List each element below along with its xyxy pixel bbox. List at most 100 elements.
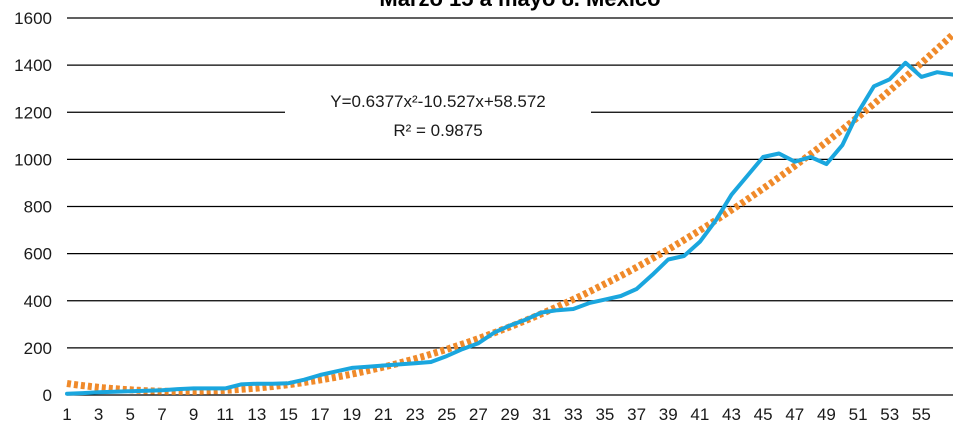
- data-point: [271, 382, 274, 385]
- x-tick-label: 27: [469, 405, 488, 424]
- data-point: [208, 387, 211, 390]
- data-point: [113, 390, 116, 393]
- y-tick-label: 1000: [14, 150, 52, 169]
- x-tick-label: 29: [501, 405, 520, 424]
- data-point: [619, 295, 622, 298]
- data-point: [350, 366, 353, 369]
- x-tick-label: 25: [437, 405, 456, 424]
- data-point: [160, 389, 163, 392]
- data-point: [920, 75, 923, 78]
- data-point: [493, 331, 496, 334]
- data-point: [145, 389, 148, 392]
- x-tick-label: 43: [722, 405, 741, 424]
- data-point: [429, 361, 432, 364]
- equation-label-background: [285, 80, 591, 156]
- data-point: [698, 240, 701, 243]
- y-axis-tick-labels: 0 200 400 600 800 1000 1200 1400 1600: [14, 9, 52, 405]
- x-tick-label: 13: [247, 405, 266, 424]
- x-tick-label: 1: [62, 405, 71, 424]
- x-tick-label: 41: [690, 405, 709, 424]
- data-point: [635, 287, 638, 290]
- data-point: [746, 174, 749, 177]
- data-point: [334, 370, 337, 373]
- series-lines: [65, 31, 953, 396]
- data-point: [730, 193, 733, 196]
- data-point: [572, 307, 575, 310]
- data-point: [809, 156, 812, 159]
- data-point: [714, 219, 717, 222]
- x-tick-label: 3: [94, 405, 103, 424]
- data-point: [588, 302, 591, 305]
- data-point: [888, 78, 891, 81]
- data-point: [319, 373, 322, 376]
- data-point: [97, 391, 100, 394]
- x-tick-label: 45: [754, 405, 773, 424]
- x-tick-label: 17: [311, 405, 330, 424]
- data-point: [651, 273, 654, 276]
- data-point: [793, 160, 796, 163]
- data-point: [524, 318, 527, 321]
- y-tick-label: 1600: [14, 9, 52, 28]
- data-point: [825, 163, 828, 166]
- data-point: [841, 144, 844, 147]
- daily-cases-line: [65, 60, 953, 396]
- data-point: [287, 382, 290, 385]
- data-point: [904, 61, 907, 64]
- data-point: [255, 382, 258, 385]
- y-tick-label: 1400: [14, 56, 52, 75]
- x-tick-label: 23: [406, 405, 425, 424]
- data-point: [461, 348, 464, 351]
- data-point: [936, 71, 939, 74]
- data-point: [366, 365, 369, 368]
- data-point: [556, 309, 559, 312]
- data-point: [445, 355, 448, 358]
- x-tick-label: 53: [880, 405, 899, 424]
- trendline-r-squared: R² = 0.9875: [393, 121, 482, 140]
- x-tick-label: 55: [912, 405, 931, 424]
- data-point: [81, 392, 84, 395]
- grid-lines: [67, 17, 953, 396]
- data-point: [129, 390, 132, 393]
- y-tick-label: 0: [43, 386, 52, 405]
- data-point: [176, 388, 179, 391]
- x-tick-label: 31: [532, 405, 551, 424]
- chart-title: Marzo 15 a mayo 8. México: [379, 0, 660, 11]
- data-point: [303, 378, 306, 381]
- trendline-annotation: Y=0.6377x²-10.527x+58.572 R² = 0.9875: [285, 80, 591, 156]
- x-tick-label: 35: [595, 405, 614, 424]
- data-point: [414, 362, 417, 365]
- trendline-equation: Y=0.6377x²-10.527x+58.572: [330, 92, 546, 111]
- data-point: [540, 311, 543, 314]
- x-tick-label: 21: [374, 405, 393, 424]
- data-point: [240, 383, 243, 386]
- data-point: [762, 156, 765, 159]
- x-tick-label: 33: [564, 405, 583, 424]
- data-point: [857, 111, 860, 114]
- x-axis-tick-labels: 1 3 5 7 9 11 13 15 17 19 21 23 25 27 29 31 33 35 37 39 41 43 4…: [62, 405, 931, 424]
- data-point: [777, 152, 780, 155]
- x-tick-label: 9: [189, 405, 198, 424]
- data-point: [66, 392, 69, 395]
- x-tick-label: 19: [342, 405, 361, 424]
- x-tick-label: 7: [157, 405, 166, 424]
- x-tick-label: 5: [126, 405, 135, 424]
- y-tick-label: 1200: [14, 103, 52, 122]
- x-tick-label: 39: [659, 405, 678, 424]
- data-point: [224, 387, 227, 390]
- x-tick-label: 37: [627, 405, 646, 424]
- data-point: [509, 324, 512, 327]
- data-point: [603, 298, 606, 301]
- data-point: [382, 364, 385, 367]
- x-tick-label: 11: [216, 405, 234, 424]
- data-point: [192, 387, 195, 390]
- data-point: [477, 342, 480, 345]
- data-point: [683, 254, 686, 257]
- y-tick-label: 400: [24, 292, 52, 311]
- x-tick-label: 47: [785, 405, 804, 424]
- y-tick-label: 200: [24, 339, 52, 358]
- data-point: [872, 85, 875, 88]
- y-tick-label: 600: [24, 245, 52, 264]
- x-tick-label: 51: [849, 405, 868, 424]
- y-tick-label: 800: [24, 198, 52, 217]
